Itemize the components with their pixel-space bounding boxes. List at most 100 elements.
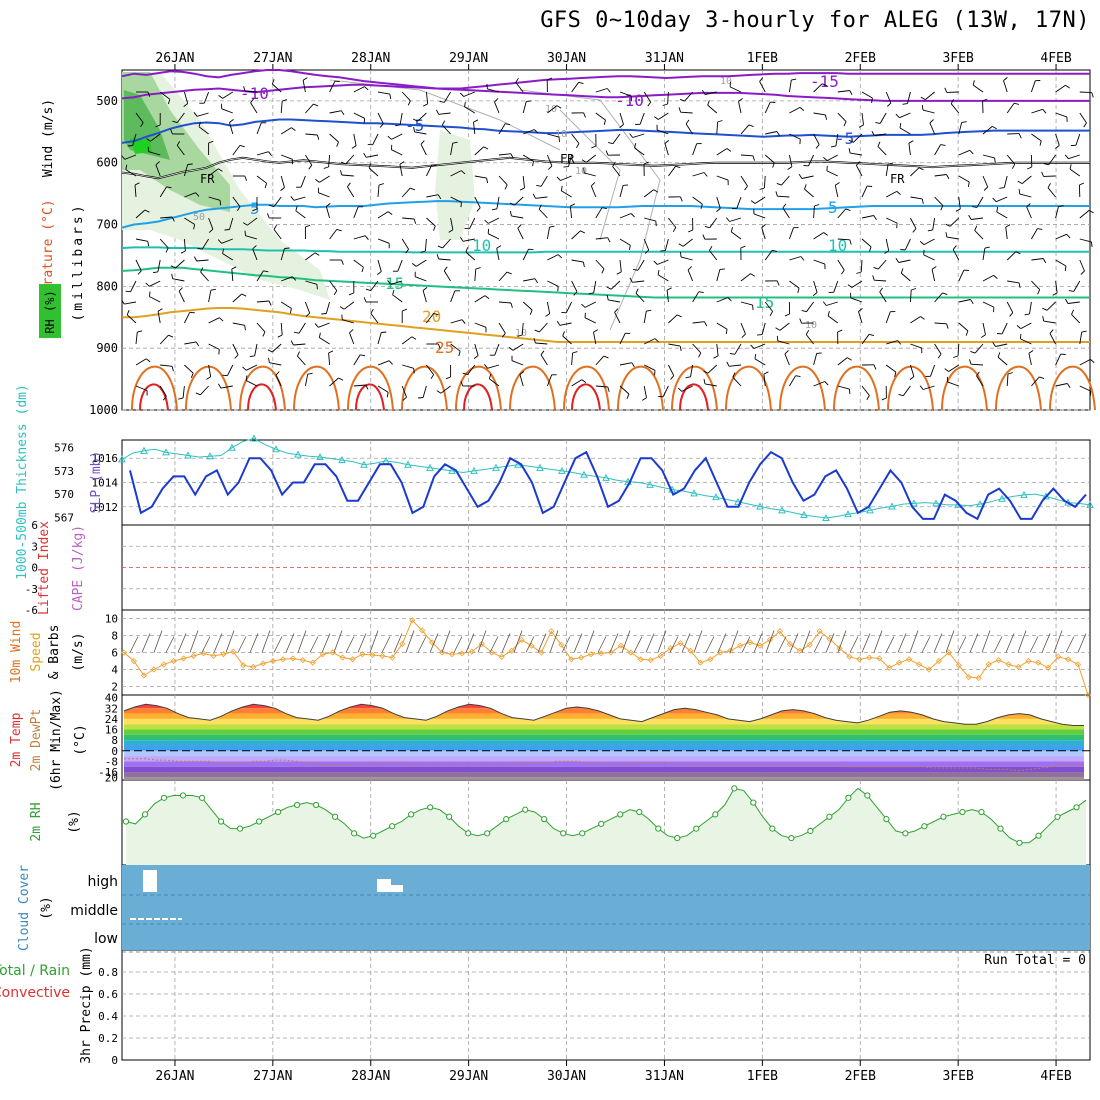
date-label-bottom: 29JAN (449, 1069, 488, 1084)
wind-speed-point (190, 652, 197, 659)
y-tick-label-thickness: 570 (54, 488, 74, 501)
wind-barb (443, 270, 451, 282)
axis-label-rh-unit: (%) (67, 810, 82, 833)
wind-speed-point (359, 651, 366, 658)
rh-point (1054, 813, 1061, 820)
rh-point (255, 818, 263, 825)
wind-barb (861, 185, 868, 198)
wind-barb (923, 254, 935, 261)
thickness-point (646, 480, 654, 488)
wind-speed-point (458, 650, 465, 657)
wind-barb-flag (378, 183, 384, 186)
wind-barb-flag (218, 349, 220, 355)
wind-barb (377, 112, 384, 124)
wind-barb (474, 175, 487, 179)
wind-barb (667, 364, 675, 376)
wind-barb (469, 217, 476, 229)
wind-barb-flag (170, 129, 173, 135)
y-tick-label-cloud-high: high (87, 874, 118, 890)
wind-barb-flag (950, 99, 955, 104)
wind-barb-flag (776, 182, 782, 186)
wind-barb (571, 280, 578, 292)
wind-barb (245, 235, 258, 240)
wind-barb (958, 322, 969, 332)
wind-barb (280, 100, 283, 114)
wind-barb (982, 154, 995, 159)
wind-barb (740, 154, 754, 157)
wind-speed-point (339, 654, 346, 661)
wind-barb (222, 91, 234, 99)
isotherm-line-6 (121, 266, 1090, 299)
wind-barb-flag (268, 151, 272, 156)
wind-barb (208, 317, 220, 324)
wind-barb-flag (231, 266, 237, 270)
wind-speed-point (727, 647, 734, 654)
wind-barb-flag (872, 275, 875, 281)
wind-barb (129, 636, 139, 653)
wind-barb-flag (662, 103, 668, 106)
thickness-point (448, 466, 456, 474)
wind-barb-flag (955, 208, 961, 212)
wind-speed-point (627, 649, 634, 656)
wind-barb-flag (137, 270, 142, 275)
wind-barb-flag (452, 141, 458, 144)
wind-barb-flag (899, 123, 902, 129)
wind-barb (731, 231, 742, 240)
wind-barb (1005, 227, 1008, 240)
wind-barb-flag (655, 221, 657, 227)
wind-barb (183, 238, 186, 252)
wind-barb-flag (666, 287, 672, 291)
wind-barb (1020, 322, 1032, 329)
wind-barb-flag (263, 270, 269, 273)
wind-barb (753, 213, 766, 219)
wind-speed-point (309, 659, 316, 666)
wind-barb-flag (679, 346, 682, 352)
wind-barb-flag (1066, 233, 1071, 239)
wind-barb (667, 91, 669, 105)
axis-label-6hr-minmax: (6hr Min/Max) (49, 689, 64, 791)
wind-barb-flag (364, 235, 369, 240)
wind-speed-point (518, 636, 525, 643)
wind-barb (690, 364, 694, 377)
wind-barb (474, 196, 481, 208)
rh-point (541, 816, 548, 823)
wind-barb (237, 636, 247, 653)
wind-barb-flag (206, 376, 211, 380)
wind-barb (571, 82, 580, 93)
wind-barb (897, 633, 907, 653)
wind-barb (716, 148, 728, 156)
wind-barb (523, 129, 535, 135)
wind-barb (293, 196, 306, 201)
wind-barb-flag (1064, 265, 1067, 271)
wind-speed-point (1025, 657, 1032, 665)
wind-barb (462, 238, 475, 242)
wind-barb-flag (144, 209, 150, 213)
thickness-point (932, 499, 940, 507)
isotherm-bump-25 (239, 365, 286, 411)
wind-barb-flag (436, 254, 440, 260)
isotherm-bump-25 (995, 365, 1042, 411)
wind-barb (657, 274, 669, 282)
rh-contour-label: 10 (720, 76, 732, 87)
wind-barb (1031, 280, 1041, 290)
wind-barb-flag (849, 90, 853, 96)
y-tick-label-li: -6 (25, 604, 38, 617)
isotherm-freezing-inner (121, 157, 1090, 179)
isotherm-label: 15 (755, 293, 774, 312)
wind-barb (273, 229, 282, 240)
rh-contour-label: 10 (545, 104, 557, 115)
wind-barb (177, 633, 187, 653)
wind-barb (381, 636, 391, 653)
wind-barb (498, 301, 512, 304)
wind-barb-flag (593, 329, 598, 333)
wind-barb (159, 186, 167, 198)
wind-barb (861, 91, 873, 99)
wind-barb (1079, 112, 1087, 124)
wind-barb (159, 91, 171, 100)
wind-speed-point (896, 659, 903, 666)
wind-barb (669, 636, 679, 653)
wind-barb (861, 112, 864, 125)
wind-speed-point (945, 649, 952, 656)
date-label-bottom: 30JAN (547, 1069, 586, 1084)
wind-barb-flag (601, 207, 607, 210)
